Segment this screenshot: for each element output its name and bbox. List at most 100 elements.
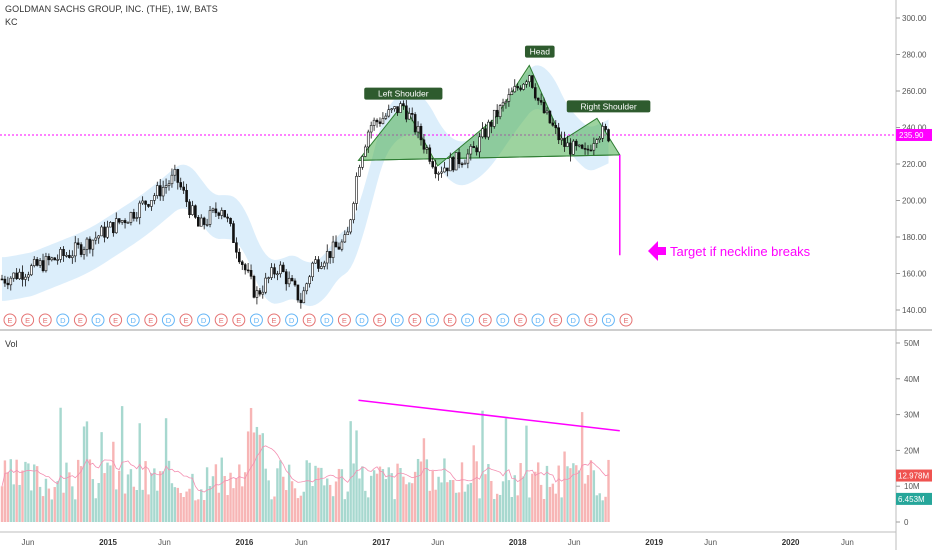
- volume-bar: [513, 475, 516, 522]
- symbol-title[interactable]: GOLDMAN SACHS GROUP, INC. (THE), 1W, BAT…: [5, 4, 218, 14]
- earnings-marker[interactable]: E: [144, 313, 158, 327]
- earnings-marker[interactable]: E: [584, 313, 598, 327]
- dividend-marker[interactable]: D: [197, 313, 211, 327]
- candle-body: [232, 223, 235, 243]
- candle-body: [531, 75, 534, 88]
- volume-bar: [217, 492, 221, 522]
- volume-bar: [287, 464, 291, 522]
- marker-circle[interactable]: [531, 313, 545, 327]
- earnings-marker[interactable]: E: [443, 313, 457, 327]
- marker-circle[interactable]: [214, 313, 228, 327]
- marker-circle[interactable]: [73, 313, 87, 327]
- dividend-marker[interactable]: D: [91, 313, 105, 327]
- volume-bar: [147, 494, 150, 522]
- marker-circle[interactable]: [91, 313, 105, 327]
- dividend-marker[interactable]: D: [425, 313, 439, 327]
- dividend-marker[interactable]: D: [601, 313, 615, 327]
- marker-circle[interactable]: [373, 313, 387, 327]
- candle-body: [407, 113, 411, 120]
- dividend-marker[interactable]: D: [461, 313, 475, 327]
- marker-circle[interactable]: [355, 313, 369, 327]
- marker-circle[interactable]: [478, 313, 492, 327]
- dividend-marker[interactable]: D: [566, 313, 580, 327]
- marker-circle[interactable]: [21, 313, 35, 327]
- marker-circle[interactable]: [425, 313, 439, 327]
- marker-circle[interactable]: [232, 313, 246, 327]
- marker-circle[interactable]: [197, 313, 211, 327]
- volume-bar: [30, 490, 33, 522]
- marker-letter: D: [60, 316, 66, 325]
- marker-circle[interactable]: [3, 313, 17, 327]
- marker-circle[interactable]: [144, 313, 158, 327]
- earnings-marker[interactable]: E: [408, 313, 422, 327]
- earnings-marker[interactable]: E: [267, 313, 281, 327]
- candle-body: [179, 182, 183, 188]
- dividend-marker[interactable]: D: [126, 313, 140, 327]
- candle-body: [460, 163, 464, 166]
- marker-circle[interactable]: [601, 313, 615, 327]
- marker-circle[interactable]: [179, 313, 193, 327]
- earnings-marker[interactable]: E: [214, 313, 228, 327]
- earnings-marker[interactable]: E: [478, 313, 492, 327]
- volume-bar: [557, 465, 560, 522]
- marker-circle[interactable]: [619, 313, 633, 327]
- volume-pane-label[interactable]: Vol: [5, 339, 18, 349]
- dividend-marker[interactable]: D: [355, 313, 369, 327]
- marker-circle[interactable]: [408, 313, 422, 327]
- dividend-marker[interactable]: D: [161, 313, 175, 327]
- volume-bar: [112, 441, 115, 522]
- marker-circle[interactable]: [443, 313, 457, 327]
- marker-circle[interactable]: [109, 313, 123, 327]
- marker-circle[interactable]: [320, 313, 334, 327]
- candle-body: [446, 167, 449, 172]
- volume-bar: [431, 470, 434, 522]
- volume-bar: [109, 465, 112, 522]
- dividend-marker[interactable]: D: [496, 313, 510, 327]
- dividend-marker[interactable]: D: [249, 313, 263, 327]
- earnings-marker[interactable]: E: [38, 313, 52, 327]
- marker-circle[interactable]: [38, 313, 52, 327]
- marker-circle[interactable]: [513, 313, 527, 327]
- dividend-marker[interactable]: D: [56, 313, 70, 327]
- marker-circle[interactable]: [249, 313, 263, 327]
- marker-circle[interactable]: [496, 313, 510, 327]
- candle-body: [197, 217, 200, 227]
- dividend-marker[interactable]: D: [320, 313, 334, 327]
- marker-circle[interactable]: [302, 313, 316, 327]
- marker-circle[interactable]: [161, 313, 175, 327]
- marker-circle[interactable]: [584, 313, 598, 327]
- marker-circle[interactable]: [390, 313, 404, 327]
- earnings-marker[interactable]: E: [549, 313, 563, 327]
- indicator-label[interactable]: KC: [5, 17, 18, 27]
- volume-bar: [197, 499, 200, 522]
- candle-body: [44, 256, 48, 272]
- dividend-marker[interactable]: D: [531, 313, 545, 327]
- dividend-marker[interactable]: D: [390, 313, 404, 327]
- earnings-marker[interactable]: E: [373, 313, 387, 327]
- marker-circle[interactable]: [461, 313, 475, 327]
- marker-circle[interactable]: [56, 313, 70, 327]
- earnings-marker[interactable]: E: [73, 313, 87, 327]
- earnings-marker[interactable]: E: [337, 313, 351, 327]
- earnings-marker[interactable]: E: [3, 313, 17, 327]
- marker-circle[interactable]: [126, 313, 140, 327]
- marker-circle[interactable]: [337, 313, 351, 327]
- earnings-marker[interactable]: E: [179, 313, 193, 327]
- candle-body: [425, 147, 429, 150]
- marker-circle[interactable]: [566, 313, 580, 327]
- earnings-marker[interactable]: E: [513, 313, 527, 327]
- volume-bar: [276, 468, 279, 522]
- earnings-marker[interactable]: E: [109, 313, 123, 327]
- marker-letter: D: [324, 316, 330, 325]
- earnings-marker[interactable]: E: [619, 313, 633, 327]
- volume-bar: [9, 459, 12, 522]
- dividend-marker[interactable]: D: [285, 313, 299, 327]
- earnings-marker[interactable]: E: [232, 313, 246, 327]
- earnings-marker[interactable]: E: [21, 313, 35, 327]
- marker-circle[interactable]: [549, 313, 563, 327]
- volume-bar: [490, 480, 493, 522]
- volume-bar: [393, 499, 396, 522]
- marker-circle[interactable]: [267, 313, 281, 327]
- marker-circle[interactable]: [285, 313, 299, 327]
- earnings-marker[interactable]: E: [302, 313, 316, 327]
